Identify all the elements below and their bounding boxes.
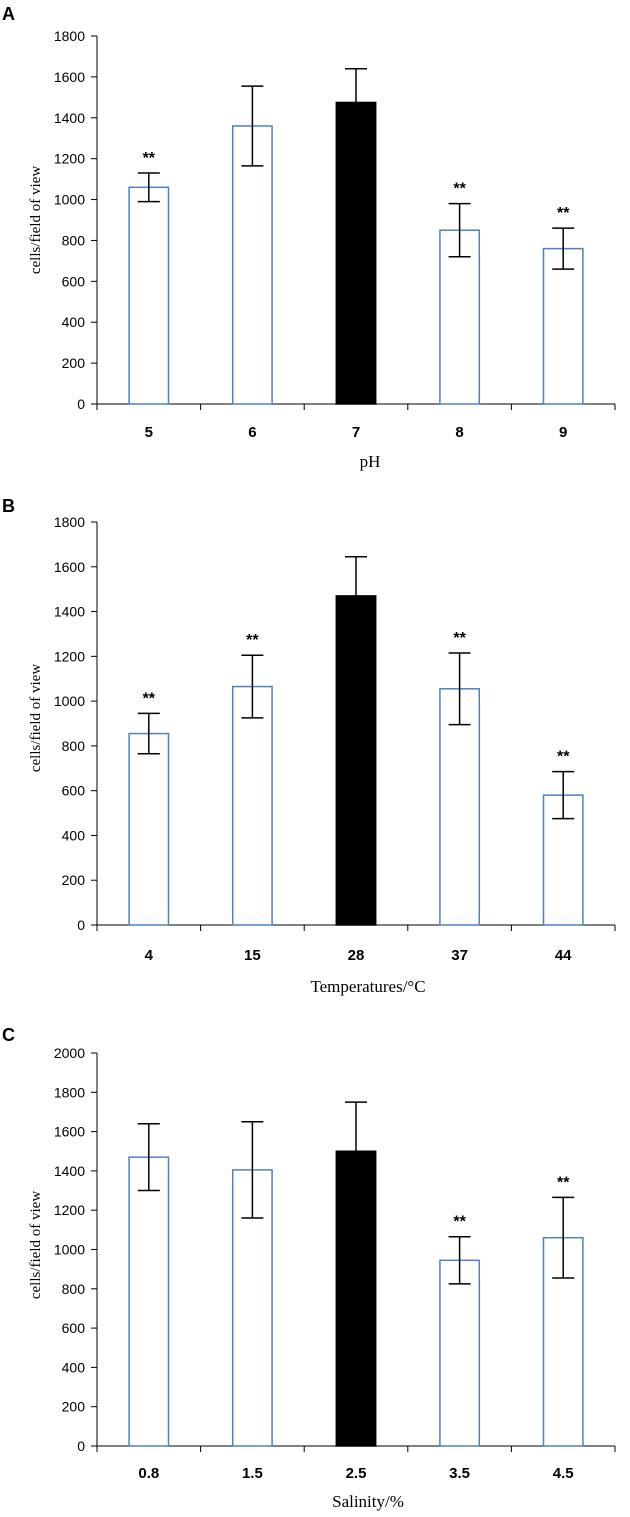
- significance-marker: **: [143, 150, 156, 167]
- y-tick-label: 400: [62, 1359, 86, 1375]
- y-tick-label: 1800: [54, 514, 85, 530]
- y-axis-title: cells/field of view: [28, 166, 44, 274]
- significance-marker: **: [557, 1174, 570, 1191]
- significance-marker: **: [453, 630, 466, 647]
- y-tick-label: 1600: [54, 1124, 85, 1140]
- y-tick-label: 600: [62, 783, 86, 799]
- y-tick-label: 1400: [54, 604, 85, 620]
- x-axis-title: Salinity/%: [332, 1492, 404, 1511]
- x-axis-title: Temperatures/°C: [310, 977, 425, 996]
- x-tick-label: 8: [455, 424, 463, 441]
- y-tick-label: 800: [62, 738, 86, 754]
- x-tick-label: 4.5: [553, 1465, 574, 1482]
- x-tick-label: 28: [348, 947, 365, 964]
- x-tick-label: 4: [145, 947, 154, 964]
- y-tick-label: 0: [77, 396, 85, 412]
- panel-letter: C: [2, 1025, 15, 1045]
- x-tick-label: 2.5: [346, 1465, 367, 1482]
- panel-letter: B: [2, 496, 15, 516]
- y-tick-label: 800: [62, 232, 86, 248]
- plot-area: 0 200 400 600 800 1000 1200 1400 1600 1800 2000 0.8…: [54, 1045, 616, 1482]
- bar-15: [231, 685, 273, 926]
- significance-marker: **: [143, 690, 156, 707]
- y-tick-label: 600: [62, 1320, 86, 1336]
- x-tick-label: 0.8: [138, 1465, 159, 1482]
- x-tick-label: 6: [248, 424, 256, 441]
- y-tick-label: 1200: [54, 648, 85, 664]
- y-tick-label: 1400: [54, 110, 85, 126]
- x-tick-label: 3.5: [449, 1465, 470, 1482]
- y-tick-label: 1400: [54, 1163, 85, 1179]
- panel-b: B cells/field of view Temperatures/°C 0 2…: [2, 496, 616, 996]
- bar-8: [439, 229, 481, 405]
- x-tick-label: 44: [555, 947, 572, 964]
- y-tick-label: 400: [62, 314, 86, 330]
- significance-marker: **: [453, 181, 466, 198]
- plot-area: 0 200 400 600 800 1000 1200 1400 1600 1800 ** 4 ** 15…: [54, 514, 616, 964]
- x-tick-label: 7: [352, 424, 360, 441]
- y-tick-label: 200: [62, 1399, 86, 1415]
- panel-c: C cells/field of view Salinity/% 0 200 400…: [2, 1025, 616, 1511]
- panel-a: A cells/field of view pH 0 200 400 600 800 10…: [2, 4, 616, 471]
- significance-marker: **: [453, 1214, 466, 1231]
- y-tick-label: 1600: [54, 559, 85, 575]
- y-tick-label: 200: [62, 355, 86, 371]
- y-tick-label: 2000: [54, 1045, 85, 1061]
- y-tick-label: 200: [62, 872, 86, 888]
- significance-marker: **: [557, 749, 570, 766]
- x-tick-label: 5: [145, 424, 153, 441]
- bar-28: [335, 595, 377, 926]
- y-tick-label: 800: [62, 1281, 86, 1297]
- bar-3.5: [439, 1259, 481, 1447]
- y-tick-label: 1200: [54, 1202, 85, 1218]
- y-tick-label: 1600: [54, 69, 85, 85]
- y-tick-label: 1000: [54, 192, 85, 208]
- y-tick-label: 400: [62, 827, 86, 843]
- y-axis-title: cells/field of view: [28, 1191, 44, 1299]
- bar-4: [128, 732, 170, 926]
- y-tick-label: 1000: [54, 693, 85, 709]
- y-tick-label: 0: [77, 917, 85, 933]
- x-tick-label: 37: [451, 947, 468, 964]
- bar-9: [542, 247, 584, 405]
- y-tick-label: 1000: [54, 1242, 85, 1258]
- significance-marker: **: [557, 205, 570, 222]
- significance-marker: **: [246, 632, 259, 649]
- panel-letter: A: [2, 4, 15, 24]
- x-tick-label: 1.5: [242, 1465, 263, 1482]
- bar-6: [231, 125, 273, 405]
- y-tick-label: 600: [62, 273, 86, 289]
- y-tick-label: 1200: [54, 151, 85, 167]
- x-axis-title: pH: [360, 452, 381, 471]
- x-tick-label: 9: [559, 424, 567, 441]
- bar-0.8: [128, 1156, 170, 1447]
- y-axis-title: cells/field of view: [28, 664, 44, 772]
- plot-area: 0 200 400 600 800 1000 1200 1400 1600 1800 ** 5 6 7 **…: [54, 28, 616, 441]
- bar-5: [128, 186, 170, 405]
- y-tick-label: 0: [77, 1438, 85, 1454]
- y-tick-label: 1800: [54, 1084, 85, 1100]
- bar-7: [335, 101, 377, 405]
- y-tick-label: 1800: [54, 28, 85, 44]
- x-tick-label: 15: [244, 947, 261, 964]
